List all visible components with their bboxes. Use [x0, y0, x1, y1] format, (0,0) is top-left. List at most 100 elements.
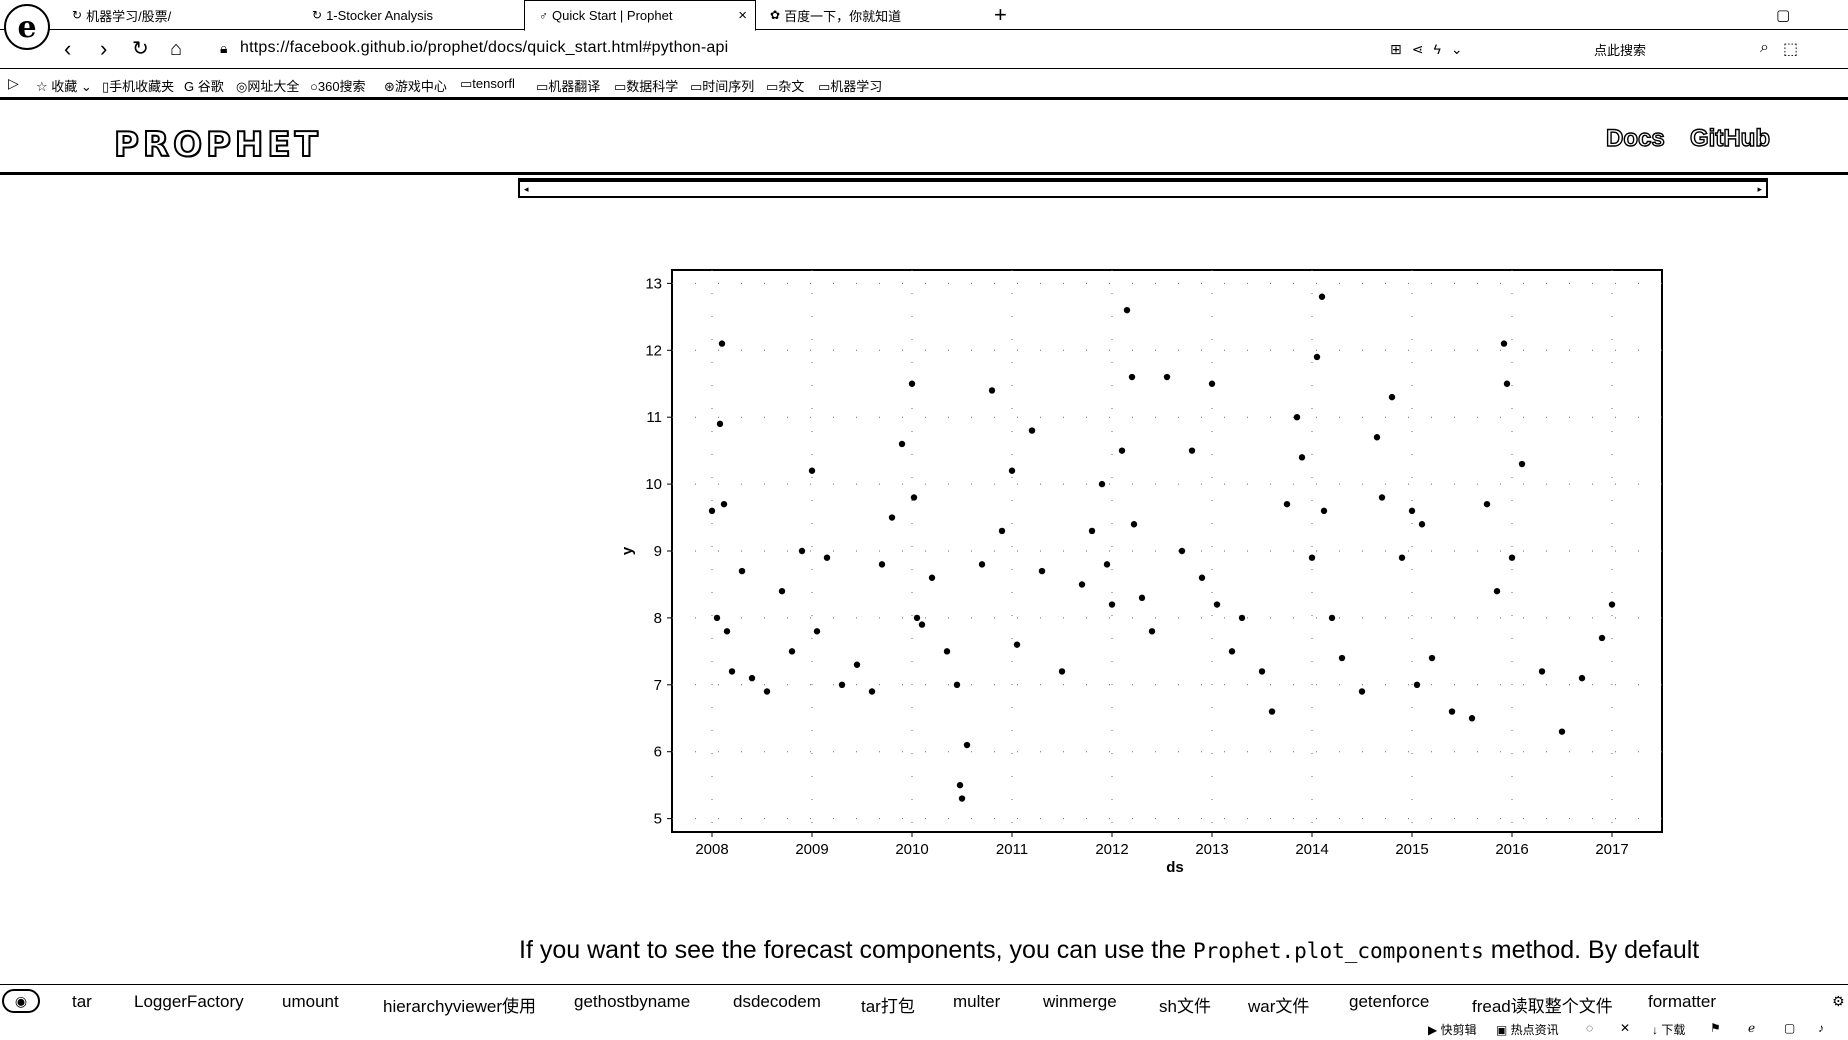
- bookmark-google[interactable]: G 谷歌: [184, 79, 224, 94]
- data-point: [1138, 594, 1146, 602]
- bookmark-folder-ml[interactable]: ▭机器学习: [818, 79, 883, 94]
- data-point: [1500, 340, 1508, 347]
- screenshot-icon[interactable]: ⬚: [1782, 41, 1799, 58]
- bookmark-folder-tensorfl[interactable]: ▭tensorfl: [460, 76, 515, 91]
- quick-item[interactable]: fread读取整个文件: [1472, 997, 1613, 1016]
- bookmark-games[interactable]: ⊛游戏中心: [384, 79, 447, 94]
- data-point: [813, 628, 821, 635]
- quick-clip-button[interactable]: ▶ 快剪辑: [1428, 1023, 1477, 1037]
- bookmark-favorites[interactable]: ☆ 收藏 ⌄: [36, 79, 92, 94]
- horizontal-scrollbar[interactable]: ◂ ▸: [518, 178, 1768, 198]
- data-point: [1373, 434, 1381, 441]
- settings-icon[interactable]: ⚙: [1832, 993, 1845, 1009]
- window-icon[interactable]: ▢: [1784, 1021, 1796, 1035]
- quick-item[interactable]: tar打包: [861, 997, 915, 1016]
- quick-item[interactable]: dsdecodem: [733, 992, 821, 1011]
- back-icon[interactable]: ‹: [64, 36, 72, 61]
- pin-icon[interactable]: ✕: [1620, 1021, 1631, 1035]
- data-point: [808, 467, 816, 474]
- share-icon[interactable]: ⋖: [1411, 41, 1424, 57]
- home-icon[interactable]: ⌂: [170, 38, 183, 60]
- browser-logo-icon[interactable]: e: [4, 4, 50, 50]
- new-tab-button[interactable]: +: [994, 2, 1007, 27]
- quick-item[interactable]: getenforce: [1349, 992, 1430, 1011]
- volume-icon[interactable]: ♪: [1818, 1021, 1824, 1035]
- chevron-down-icon[interactable]: ⌄: [1450, 41, 1463, 57]
- quick-item[interactable]: formatter: [1648, 992, 1717, 1011]
- data-point: [716, 420, 724, 428]
- y-tick-label: 5: [654, 811, 662, 828]
- refresh-icon[interactable]: ↻: [132, 38, 149, 60]
- data-point: [1008, 467, 1016, 474]
- data-point: [958, 795, 966, 802]
- data-point: [1228, 648, 1236, 655]
- quickbar-logo-icon[interactable]: ◉: [2, 989, 40, 1013]
- data-point: [838, 681, 846, 689]
- data-point: [1358, 688, 1366, 695]
- sidebar-toggle-icon[interactable]: ▷: [8, 75, 19, 91]
- y-tick-label: 7: [654, 677, 662, 694]
- data-point: [1483, 500, 1491, 508]
- data-point: [1268, 708, 1276, 715]
- bookmark-site-directory[interactable]: ◎网址大全: [236, 79, 300, 94]
- tab-baidu[interactable]: ✿ 百度一下，你就知道: [770, 8, 902, 24]
- bookmark-360[interactable]: ○360搜索: [310, 79, 366, 94]
- quick-item[interactable]: winmerge: [1043, 992, 1117, 1011]
- forward-icon[interactable]: ›: [100, 36, 108, 61]
- quick-item[interactable]: war文件: [1248, 997, 1310, 1016]
- data-point: [798, 547, 806, 555]
- tab-stocker-analysis[interactable]: ↻ 1-Stocker Analysis: [312, 7, 433, 23]
- scroll-right-icon[interactable]: ▸: [1757, 184, 1762, 194]
- ie-icon[interactable]: ℯ: [1748, 1021, 1756, 1035]
- data-point: [708, 507, 716, 515]
- data-point: [998, 527, 1006, 535]
- data-point: [1493, 587, 1501, 595]
- data-point: [823, 554, 831, 561]
- download-button[interactable]: ↓ 下载: [1652, 1023, 1686, 1037]
- data-point: [1208, 380, 1216, 387]
- quick-item[interactable]: hierarchyviewer使用: [383, 997, 537, 1016]
- data-point: [988, 387, 996, 394]
- quick-item[interactable]: gethostbyname: [574, 992, 691, 1011]
- hot-news-button[interactable]: ▣ 热点资讯: [1496, 1023, 1559, 1037]
- data-point: [1518, 460, 1526, 468]
- scroll-left-icon[interactable]: ◂: [524, 184, 529, 194]
- lightning-icon[interactable]: ϟ: [1433, 41, 1441, 57]
- tab-strip: e ↻ 机器学习/股票/ ↻ 1-Stocker Analysis ♂ Quick S…: [0, 0, 1848, 50]
- data-point: [908, 380, 916, 387]
- window-menu-icon[interactable]: ▢: [1776, 7, 1791, 24]
- data-point: [1108, 601, 1116, 608]
- bookmark-folder-time-series[interactable]: ▭时间序列: [690, 79, 755, 94]
- search-icon[interactable]: ⌕: [1760, 39, 1769, 56]
- data-point: [913, 614, 921, 622]
- grid-icon[interactable]: ⊞: [1390, 41, 1402, 57]
- address-bar[interactable]: https://facebook.github.io/prophet/docs/…: [240, 39, 729, 56]
- quick-item[interactable]: tar: [72, 992, 92, 1011]
- data-point: [748, 674, 756, 682]
- github-link[interactable]: GitHub: [1689, 124, 1770, 152]
- data-point: [853, 661, 861, 668]
- tab-ml-stocks[interactable]: ↻ 机器学习/股票/: [72, 8, 172, 24]
- search-input[interactable]: 点此搜索: [1594, 43, 1647, 58]
- tab-quick-start-prophet[interactable]: ♂ Quick Start | Prophet ×: [524, 0, 756, 31]
- quick-item[interactable]: LoggerFactory: [134, 992, 244, 1011]
- data-point: [763, 688, 771, 695]
- data-point: [1298, 454, 1306, 461]
- bookmark-folder-data-science[interactable]: ▭数据科学: [614, 79, 679, 94]
- accelerate-icon[interactable]: ◌: [1586, 1021, 1594, 1035]
- flag-icon[interactable]: ⚑: [1710, 1021, 1721, 1035]
- prophet-logo[interactable]: PROPHET: [113, 124, 322, 166]
- docs-link[interactable]: Docs: [1605, 124, 1665, 152]
- close-tab-icon[interactable]: ×: [738, 7, 747, 24]
- bookmark-folder-translate[interactable]: ▭机器翻译: [536, 79, 601, 94]
- quick-item[interactable]: multer: [953, 992, 1001, 1011]
- data-point: [1128, 373, 1136, 381]
- data-point: [1013, 641, 1021, 648]
- data-point: [963, 741, 971, 749]
- quick-item[interactable]: umount: [282, 992, 339, 1011]
- quick-item[interactable]: sh文件: [1159, 997, 1211, 1016]
- bookmark-folder-misc[interactable]: ▭杂文: [766, 79, 805, 94]
- data-point: [1598, 634, 1606, 642]
- data-point: [778, 587, 786, 595]
- bookmark-mobile[interactable]: ▯手机收藏夹: [102, 79, 175, 94]
